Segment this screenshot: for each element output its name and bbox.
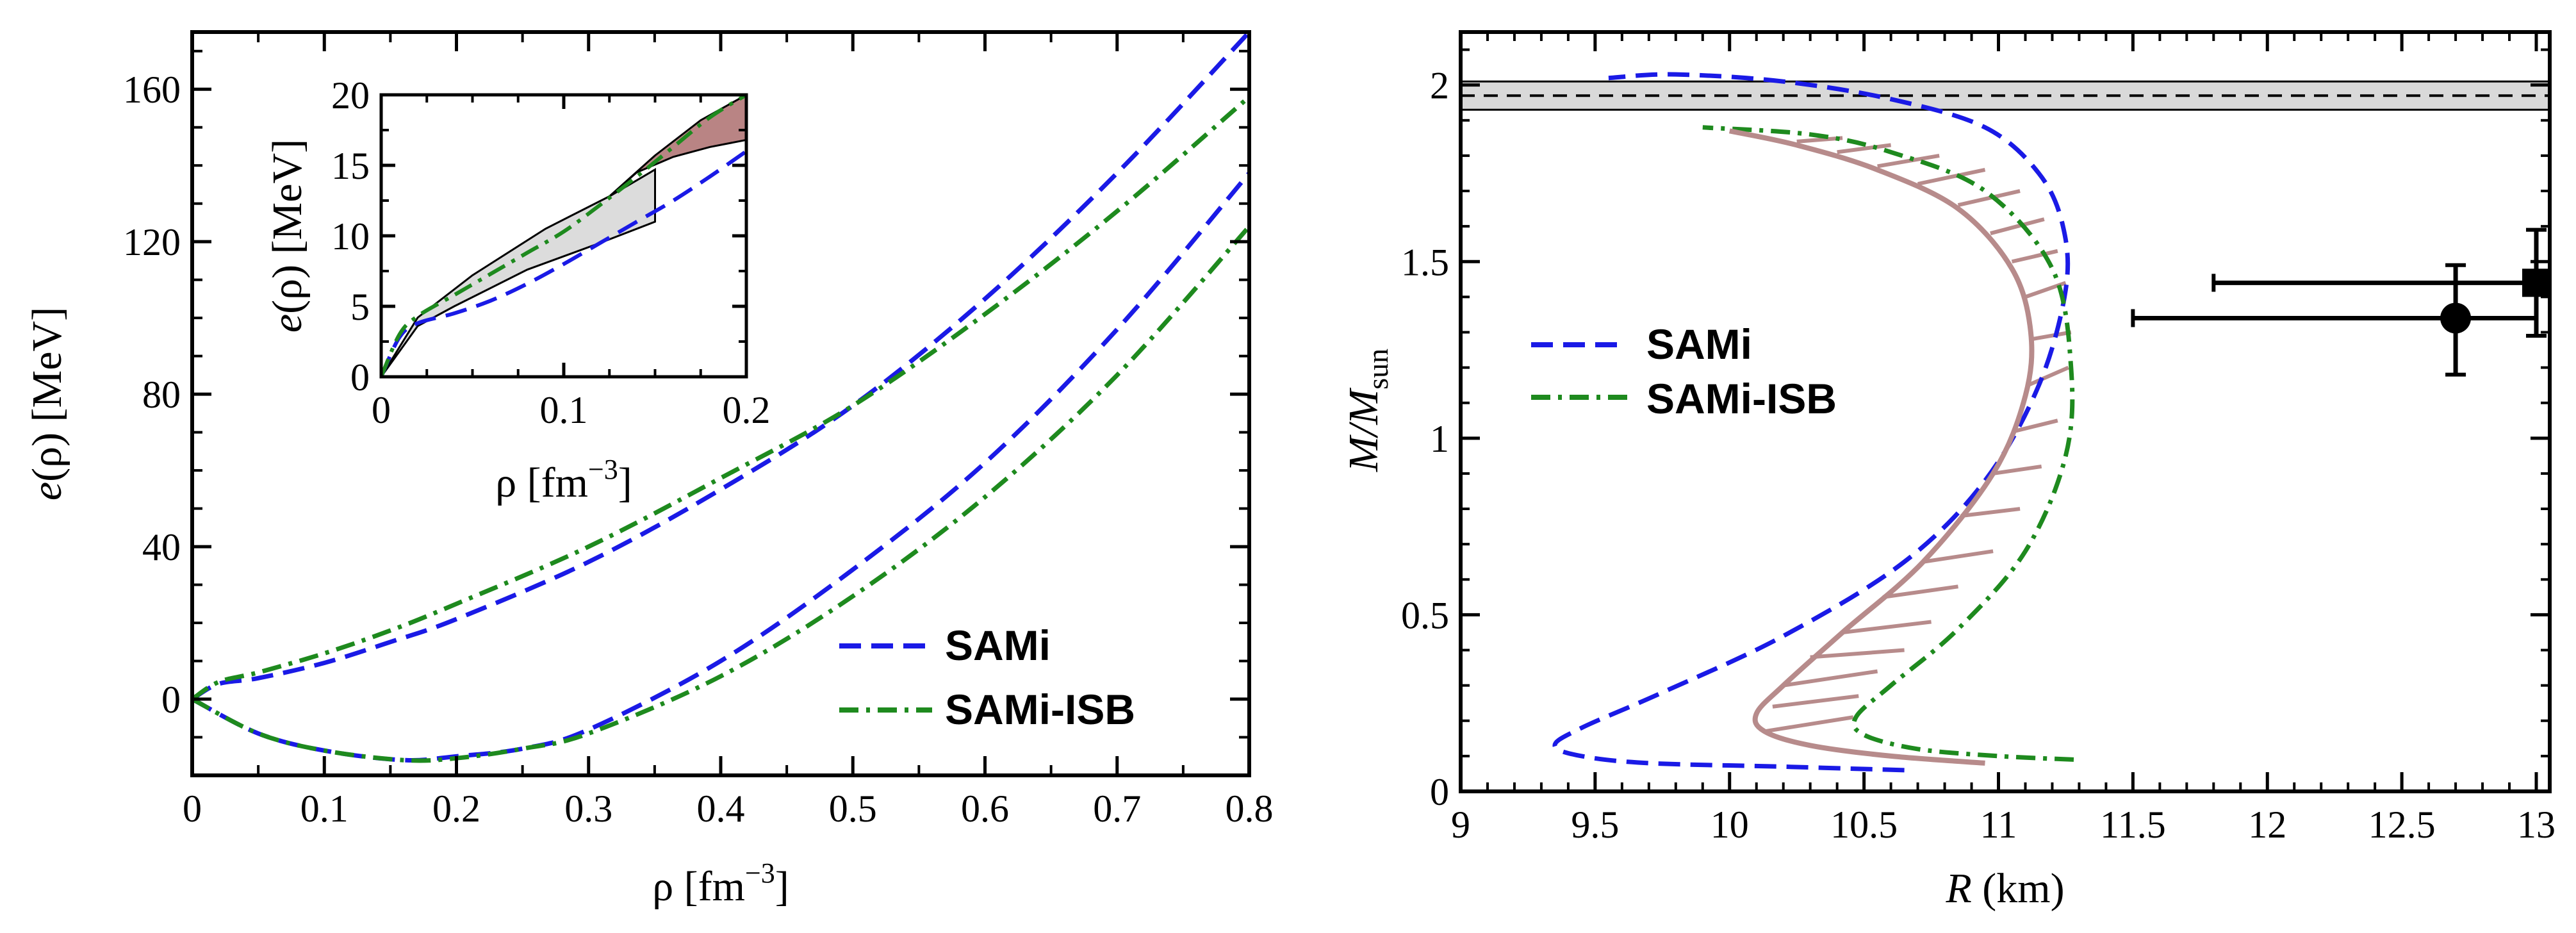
inset-y-tick-label: 15 xyxy=(331,145,370,187)
legend-label-sami: SAMi xyxy=(1646,320,1752,368)
band-hatch-line xyxy=(1957,189,2021,207)
left-y-axis-title: e(ρ) [MeV] xyxy=(24,307,70,500)
left-x-tick-label: 0 xyxy=(183,788,202,830)
left-plot-frame xyxy=(190,30,1251,777)
inset-y-tick-label: 20 xyxy=(331,74,370,117)
inset-x-axis-title: ρ [fm−3] xyxy=(495,454,632,506)
right-x-axis-title: R (km) xyxy=(1945,865,2064,912)
right-y-tick-label: 1 xyxy=(1430,418,1449,460)
inset-series-1 xyxy=(381,95,746,377)
left-y-tick-label: 40 xyxy=(142,526,181,568)
left-series-3 xyxy=(192,225,1249,763)
left-x-tick-label: 0.5 xyxy=(829,788,877,830)
band-hatch-line xyxy=(1837,143,1891,154)
right-series-0 xyxy=(1552,72,2071,773)
band-hatch-line xyxy=(1810,648,1905,659)
left-y-tick-label: 120 xyxy=(123,221,181,263)
band-hatch-line xyxy=(1796,136,1843,144)
right-x-tick-label: 10 xyxy=(1710,804,1749,846)
inset-series-0 xyxy=(381,149,746,377)
right-x-tick-label: 11.5 xyxy=(2100,804,2166,846)
band-hatch-line xyxy=(1877,153,1940,169)
left-inset: 0 0.1 0.2 0 5 10 15 20 ρ [fm−3] e(ρ) [MeV] xyxy=(264,74,771,506)
band-hatch-line xyxy=(1992,464,2042,475)
inset-y-tick-label: 5 xyxy=(350,286,370,328)
left-x-tick-label: 0.8 xyxy=(1226,788,1274,830)
band-hatch-line xyxy=(2011,249,2058,264)
right-y-tick-label: 0.5 xyxy=(1401,594,1449,636)
data-point-square xyxy=(2522,268,2551,297)
band-hatch-line xyxy=(1764,715,1854,734)
band-hatch-line xyxy=(1917,168,1986,186)
left-x-tick-label: 0.1 xyxy=(300,788,349,830)
right-legend: SAMi SAMi-ISB xyxy=(1531,320,1837,422)
band-hatch-line xyxy=(1923,549,1994,564)
inset-x-tick-label: 0 xyxy=(372,389,391,431)
right-x-tick-label: 11 xyxy=(1980,804,2017,846)
left-y-tick-label: 80 xyxy=(142,374,181,416)
band-hatch-line xyxy=(2014,418,2058,433)
band-hatch-line xyxy=(2027,365,2069,387)
left-x-axis-title: ρ [fm−3] xyxy=(652,857,789,910)
inset-x-tick-label: 0.1 xyxy=(540,389,588,431)
inset-x-tick-label: 0.2 xyxy=(723,389,771,431)
left-x-tick-label: 0.3 xyxy=(564,788,612,830)
legend-label-sami-isb: SAMi-ISB xyxy=(1646,375,1837,422)
band-hatch-line xyxy=(1772,694,1859,709)
right-y-axis-title: M/Msun xyxy=(1340,349,1394,472)
right-x-tick-label: 12 xyxy=(2248,804,2286,846)
inset-y-axis-title: e(ρ) [MeV] xyxy=(264,139,311,333)
left-x-tick-label: 0.4 xyxy=(697,788,745,830)
band-hatch-line xyxy=(1842,620,1932,634)
right-plot-frame xyxy=(1459,30,2552,793)
right-x-tick-label: 9 xyxy=(1451,804,1470,846)
band-hatch-line xyxy=(1882,584,1958,599)
left-x-tick-label: 0.2 xyxy=(432,788,480,830)
left-series-1 xyxy=(192,95,1249,701)
legend-label-sami-isb: SAMi-ISB xyxy=(945,686,1135,733)
right-x-tick-label: 13 xyxy=(2517,804,2555,846)
right-y-tick-label: 1.5 xyxy=(1401,241,1449,283)
left-x-tick-label: 0.7 xyxy=(1093,788,1141,830)
right-x-tick-label: 10.5 xyxy=(1830,804,1898,846)
right-x-tick-label: 12.5 xyxy=(2368,804,2436,846)
band-hatch-line xyxy=(1960,507,2021,518)
inset-y-tick-label: 0 xyxy=(350,356,370,399)
right-series-2 xyxy=(1728,128,2035,766)
left-series-0 xyxy=(192,32,1249,702)
inset-region-0 xyxy=(381,167,656,377)
left-series-2 xyxy=(192,171,1249,763)
left-x-tick-label: 0.6 xyxy=(961,788,1009,830)
legend-label-sami: SAMi xyxy=(945,622,1051,669)
band-hatch-line xyxy=(1783,669,1878,688)
right-x-tick-label: 9.5 xyxy=(1571,804,1619,846)
band-hatch-line xyxy=(2030,330,2072,342)
right-y-tick-label: 2 xyxy=(1430,65,1449,107)
left-y-tick-label: 0 xyxy=(161,679,181,721)
left-panel: 0 0.1 0.2 0.3 0.4 0.5 0.6 0.7 0.8 0 40 80 120 160 ρ [… xyxy=(24,30,1274,910)
data-point-circle xyxy=(2440,302,2472,334)
left-legend: SAMi SAMi-ISB xyxy=(839,622,1135,733)
left-y-tick-label: 160 xyxy=(123,69,181,111)
inset-y-tick-label: 10 xyxy=(331,215,370,258)
right-series-1 xyxy=(1702,125,2075,762)
right-y-tick-label: 0 xyxy=(1430,771,1449,813)
inset-plot-frame xyxy=(379,93,748,379)
band-hatch-line xyxy=(1990,217,2045,236)
